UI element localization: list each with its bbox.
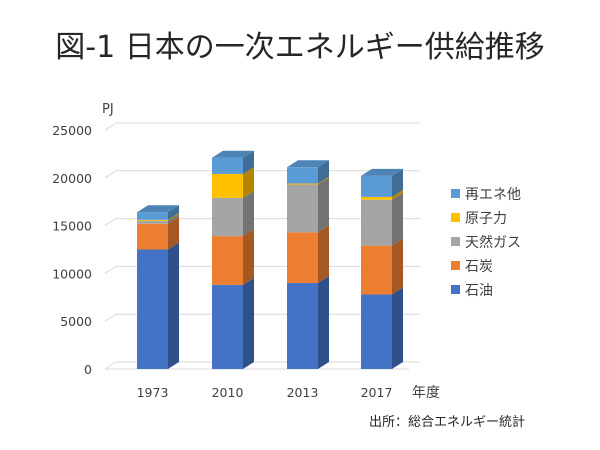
bar-segment-side <box>243 190 254 237</box>
bar-segment <box>212 173 243 198</box>
x-tick-label: 2010 <box>212 385 244 400</box>
gridline-diagonal <box>104 170 117 179</box>
legend-item: 原子力 <box>451 211 507 227</box>
y-tick-label: 15000 <box>52 219 92 234</box>
legend-swatch <box>451 189 460 198</box>
bar-segment <box>137 219 168 221</box>
y-tick-label: 20000 <box>52 171 92 186</box>
bar-segment-side <box>243 229 254 285</box>
bar-segment <box>137 220 168 224</box>
bar-segment-side <box>318 176 329 185</box>
y-tick-label: 5000 <box>60 314 92 329</box>
bar-segment-side <box>392 189 403 200</box>
y-axis-label: PJ <box>102 102 114 117</box>
x-tick-label: 2013 <box>287 385 319 400</box>
bars <box>137 150 403 369</box>
bar-segment <box>287 183 318 185</box>
bar-stack-2010 <box>212 150 254 369</box>
y-tick-label: 10000 <box>52 266 92 281</box>
bar-segment <box>287 167 318 184</box>
legend-swatch <box>451 237 460 246</box>
source-note: 出所：総合エネルギー統計 <box>369 415 526 430</box>
y-tick-label: 0 <box>84 362 92 377</box>
bar-segment <box>361 245 392 295</box>
bar-segment-side <box>243 277 254 369</box>
bar-segment <box>287 282 318 369</box>
bar-segment-side <box>318 225 329 283</box>
bar-segment-side <box>392 168 403 197</box>
gridline-diagonal <box>104 361 117 370</box>
x-tick-label: 1973 <box>137 385 169 400</box>
bar-segment <box>137 223 168 250</box>
bar-segment <box>361 199 392 246</box>
bar-segment-side <box>243 166 254 198</box>
chart-title: 図-1 日本の一次エネルギー供給推移 <box>55 30 545 65</box>
gridline-diagonal <box>104 218 117 227</box>
bar-top <box>137 205 179 213</box>
bar-segment-side <box>318 177 329 233</box>
bar-segment <box>361 196 392 200</box>
legend-item: 再エネ他 <box>451 187 521 203</box>
legend-label: 再エネ他 <box>465 187 521 203</box>
bar-segment <box>361 294 392 369</box>
bar-segment <box>212 284 243 369</box>
bar-segment-side <box>168 205 179 220</box>
bar-stack-2017 <box>361 168 403 369</box>
x-tick-label: 2017 <box>361 385 393 400</box>
bar-segment-side <box>318 275 329 369</box>
bar-segment-side <box>168 242 179 369</box>
legend-item: 石油 <box>451 283 493 299</box>
legend-label: 石油 <box>465 283 493 299</box>
legend-swatch <box>451 213 460 222</box>
bar-top <box>287 160 329 168</box>
bar-top <box>361 168 403 176</box>
x-axis-label: 年度 <box>412 385 440 401</box>
bar-segment <box>212 236 243 285</box>
bar-segment <box>212 197 243 237</box>
bar-segment <box>361 175 392 197</box>
legend-label: 天然ガス <box>465 234 521 251</box>
bar-stack-1973 <box>137 205 179 369</box>
legend-swatch <box>451 285 460 294</box>
bar-segment-side <box>168 213 179 224</box>
gridline-diagonal <box>104 122 117 131</box>
legend-item: 天然ガス <box>451 234 521 251</box>
bar-segment-side <box>168 212 179 221</box>
bar-segment <box>212 157 243 174</box>
bar-segment <box>287 232 318 283</box>
x-axis: 1973 2010 2013 2017 <box>137 385 393 400</box>
bar-segment <box>137 212 168 220</box>
bar-segment-side <box>243 150 254 174</box>
bar-segment-side <box>392 192 403 246</box>
y-axis: 0 5000 10000 15000 20000 25000 <box>52 123 92 377</box>
legend-swatch <box>451 261 460 270</box>
gridline-diagonal <box>104 265 117 274</box>
bar-segment <box>137 249 168 369</box>
y-tick-label: 25000 <box>52 123 92 138</box>
gridline-diagonal <box>104 313 117 322</box>
legend-label: 石炭 <box>465 259 493 275</box>
bar-segment-side <box>392 238 403 295</box>
legend-item: 石炭 <box>451 259 493 275</box>
bar-segment-side <box>318 160 329 184</box>
bar-segment-side <box>168 216 179 250</box>
bar-segment-side <box>392 287 403 369</box>
bar-stack-2013 <box>287 160 329 369</box>
legend-label: 原子力 <box>465 211 507 227</box>
bar-segment <box>287 184 318 233</box>
bar-top <box>212 150 254 158</box>
